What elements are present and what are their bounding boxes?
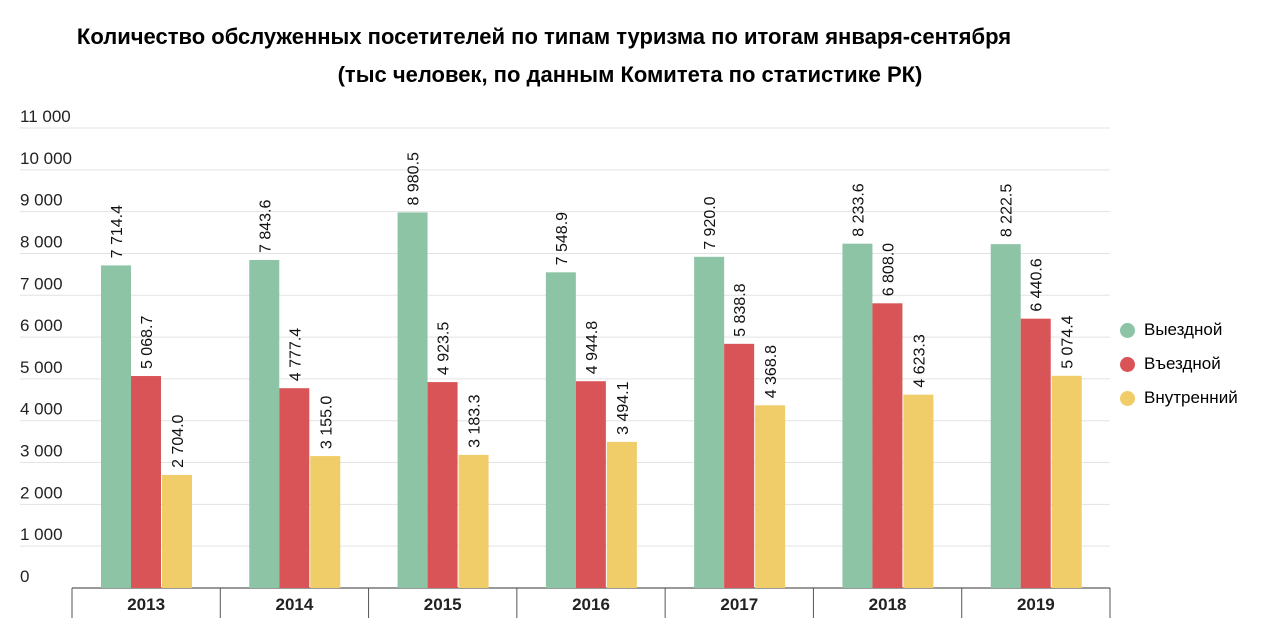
bar — [1020, 318, 1051, 588]
legend-label: Въездной — [1144, 354, 1221, 373]
y-tick-label: 11 000 — [20, 107, 71, 126]
bar — [545, 272, 576, 588]
bar — [310, 456, 341, 588]
data-label: 4 623.3 — [911, 334, 928, 387]
legend-label: Выездной — [1144, 320, 1223, 339]
data-label: 6 440.6 — [1029, 258, 1046, 311]
chart-title-line1: Количество обслуженных посетителей по ти… — [76, 24, 1012, 49]
data-label: 5 838.8 — [732, 283, 749, 336]
legend-label: Внутренний — [1144, 388, 1238, 407]
bar — [131, 376, 161, 588]
chart-title: Количество обслуженных посетителей по ти… — [0, 18, 1140, 94]
legend-item: Въездной — [1120, 347, 1238, 381]
y-tick-label: 6 000 — [20, 316, 63, 335]
x-tick-label: 2019 — [1017, 595, 1055, 614]
bar — [101, 265, 131, 588]
bar — [249, 259, 280, 588]
bar — [755, 405, 786, 588]
data-label: 4 944.8 — [584, 321, 601, 374]
data-label: 4 923.5 — [436, 322, 453, 375]
y-tick-label: 8 000 — [20, 232, 63, 251]
bar — [1051, 375, 1082, 588]
bar — [872, 303, 903, 588]
data-label: 4 368.8 — [763, 345, 780, 398]
y-tick-label: 4 000 — [20, 400, 63, 419]
y-tick-label: 9 000 — [20, 191, 63, 210]
bar — [162, 474, 192, 588]
bar — [427, 382, 458, 588]
legend-swatch — [1120, 390, 1135, 406]
data-label: 8 222.5 — [999, 184, 1016, 237]
x-tick-label: 2014 — [276, 595, 314, 614]
data-label: 4 777.4 — [287, 328, 304, 381]
data-label: 2 704.0 — [170, 414, 187, 467]
legend-item: Внутренний — [1120, 381, 1238, 415]
data-label: 8 980.5 — [406, 152, 423, 205]
chart-legend: Выездной Въездной Внутренний — [1120, 313, 1238, 415]
legend-swatch — [1120, 356, 1135, 372]
legend-swatch — [1120, 322, 1135, 338]
bar — [724, 343, 755, 588]
data-label: 3 494.1 — [615, 381, 632, 434]
data-label: 6 808.0 — [880, 243, 897, 296]
y-tick-label: 10 000 — [20, 149, 72, 168]
data-label: 5 074.4 — [1060, 315, 1077, 368]
x-tick-label: 2015 — [424, 595, 462, 614]
bar — [575, 381, 606, 588]
data-label: 7 548.9 — [554, 212, 571, 265]
bar — [842, 243, 873, 588]
data-label: 7 714.4 — [109, 205, 126, 258]
y-tick-label: 1 000 — [20, 525, 63, 544]
bar — [279, 388, 310, 588]
y-tick-label: 3 000 — [20, 442, 63, 461]
data-label: 7 843.6 — [257, 200, 274, 253]
x-tick-label: 2017 — [720, 595, 758, 614]
bar — [990, 244, 1021, 588]
bar — [606, 441, 637, 588]
bar — [458, 454, 489, 588]
data-label: 8 233.6 — [850, 183, 867, 236]
chart-title-line2: (тыс человек, по данным Комитета по стат… — [337, 62, 923, 87]
data-label: 7 920.0 — [702, 196, 719, 249]
data-label: 5 068.7 — [139, 316, 156, 369]
data-label: 3 183.3 — [467, 394, 484, 447]
x-tick-label: 2013 — [127, 595, 165, 614]
data-label: 3 155.0 — [318, 396, 335, 449]
legend-item: Выездной — [1120, 313, 1238, 347]
x-tick-label: 2018 — [869, 595, 907, 614]
y-tick-label: 5 000 — [20, 358, 63, 377]
bar — [397, 212, 428, 588]
y-tick-label: 0 — [20, 567, 29, 586]
x-tick-label: 2016 — [572, 595, 610, 614]
y-tick-label: 2 000 — [20, 483, 63, 502]
bar — [903, 394, 934, 588]
y-tick-label: 7 000 — [20, 274, 63, 293]
bar — [694, 256, 725, 588]
